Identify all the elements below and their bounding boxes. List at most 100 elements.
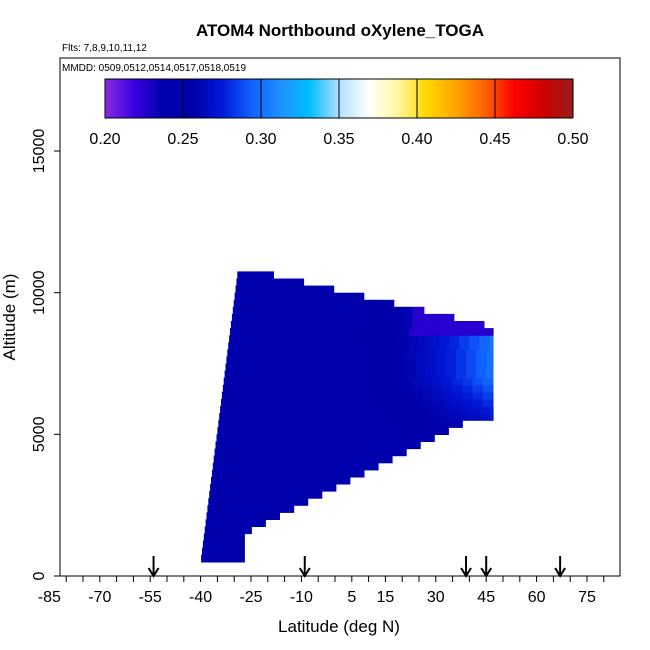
heatmap-cell	[224, 427, 235, 435]
heatmap-cell	[338, 420, 350, 428]
heatmap-cell	[432, 321, 444, 329]
heatmap-cell	[244, 278, 255, 287]
heatmap-cell	[331, 313, 343, 322]
heatmap-cell	[466, 363, 477, 372]
heatmap-cell	[361, 321, 373, 329]
heatmap-cell	[240, 462, 252, 471]
flight-arrow	[460, 556, 472, 578]
heatmap-cell	[335, 427, 346, 435]
heatmap-cell	[311, 299, 323, 308]
heatmap-cell	[331, 321, 343, 329]
heatmap-cell	[244, 292, 255, 301]
heatmap-cell	[264, 356, 276, 365]
heatmap-cell	[392, 391, 403, 400]
heatmap-cell	[405, 448, 407, 457]
heatmap-cell	[361, 306, 373, 315]
heatmap-cell	[213, 455, 222, 464]
heatmap-cell	[351, 469, 363, 478]
heatmap-cell	[425, 434, 435, 442]
heatmap-cell	[318, 420, 329, 428]
heatmap-cell	[267, 491, 279, 499]
heatmap-cell	[466, 356, 477, 365]
heatmap-cell	[311, 377, 323, 386]
heatmap-cell	[298, 406, 309, 414]
heatmap-cell	[254, 448, 266, 457]
heatmap-cell	[267, 413, 279, 421]
heatmap-cell	[240, 377, 252, 386]
heatmap-cell	[311, 306, 323, 315]
heatmap-cell	[449, 328, 460, 336]
heatmap-cell	[254, 363, 266, 372]
heatmap-cell	[398, 406, 410, 414]
x-tick-label: -40	[189, 589, 212, 606]
heatmap-cell	[301, 306, 313, 315]
heatmap-cell	[257, 498, 269, 506]
heatmap-cell	[294, 292, 306, 301]
heatmap-cell	[476, 356, 487, 365]
heatmap-cell	[405, 370, 417, 379]
heatmap-cell	[341, 299, 353, 308]
heatmap-cell	[372, 306, 383, 315]
heatmap-cell	[235, 285, 245, 294]
heatmap-cell	[281, 377, 292, 386]
heatmap-cell	[284, 285, 296, 294]
heatmap-cell	[288, 406, 299, 414]
heatmap-cell	[281, 299, 292, 308]
heatmap-cell	[348, 420, 360, 428]
heatmap-cell	[355, 292, 365, 301]
heatmap-cell	[264, 370, 276, 379]
heatmap-cell	[264, 271, 274, 280]
heatmap-cell	[291, 398, 302, 407]
heatmap-cell	[277, 483, 289, 492]
heatmap-cell	[288, 413, 299, 421]
heatmap-cell	[375, 363, 386, 372]
heatmap-cell	[291, 313, 302, 322]
heatmap-cell	[331, 398, 343, 407]
heatmap-cell	[230, 476, 242, 485]
heatmap-cell	[232, 306, 242, 315]
heatmap-cell	[247, 413, 259, 421]
heatmap-cell	[234, 512, 245, 520]
heatmap-cell	[472, 321, 484, 329]
heatmap-cell	[264, 363, 276, 372]
heatmap-cell	[412, 306, 423, 315]
heatmap-cell	[314, 363, 326, 372]
heatmap-cell	[335, 292, 346, 301]
heatmap-cell	[274, 278, 286, 287]
heatmap-cell	[469, 413, 481, 421]
heatmap-cell	[261, 476, 272, 485]
heatmap-cell	[298, 483, 309, 492]
heatmap-cell	[331, 391, 343, 400]
heatmap-cell	[372, 377, 383, 386]
heatmap-cell	[261, 306, 272, 315]
heatmap-cell	[462, 321, 474, 329]
heatmap-cell	[261, 313, 272, 322]
heatmap-cell	[277, 498, 289, 506]
heatmap-cell	[277, 413, 289, 421]
heatmap-cell	[210, 483, 218, 492]
heatmap-cell	[361, 384, 373, 393]
x-tick-label: -70	[88, 589, 111, 606]
heatmap-cell	[304, 427, 316, 435]
heatmap-cell	[335, 441, 346, 450]
heatmap-cell	[240, 533, 245, 542]
heatmap-cell	[271, 384, 282, 393]
heatmap-cell	[251, 384, 262, 393]
x-tick-label: 30	[427, 589, 445, 606]
heatmap-cell	[372, 321, 383, 329]
heatmap-cell	[395, 370, 407, 379]
heatmap-cell	[230, 398, 242, 407]
heatmap-cell	[294, 441, 306, 450]
heatmap-cell	[321, 398, 333, 407]
heatmap-cell	[247, 505, 259, 513]
flight-arrow	[147, 556, 160, 578]
heatmap-cell	[328, 406, 339, 414]
heatmap-cell	[308, 335, 319, 343]
heatmap-cell	[466, 370, 477, 379]
heatmap-cell	[412, 313, 423, 322]
heatmap-cell	[442, 321, 454, 329]
heatmap-cell	[345, 441, 356, 450]
colorbar: 0.20 0.25 0.30 0.35 0.40 0.45 0.50	[89, 78, 589, 148]
heatmap-cell	[385, 349, 397, 357]
heatmap-cell	[230, 547, 242, 556]
